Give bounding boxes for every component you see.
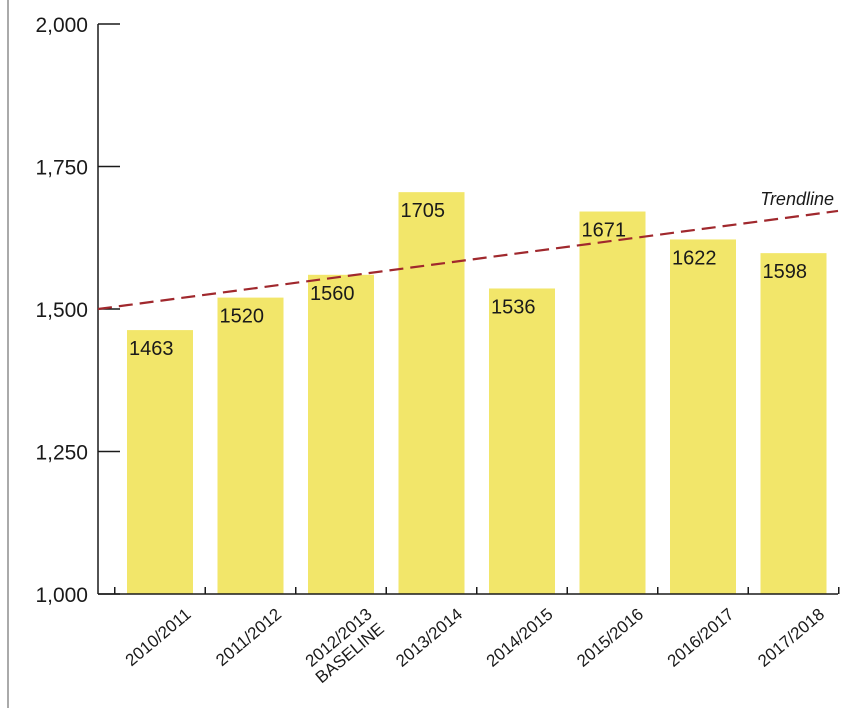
data-label: 1598 xyxy=(763,261,808,283)
x-tick-label-line: 2017/2018 xyxy=(754,605,828,671)
bar xyxy=(308,274,374,594)
data-label: 1705 xyxy=(401,200,446,222)
trendline-path xyxy=(97,209,839,311)
x-tick-label-line: 2010/2011 xyxy=(122,605,195,670)
x-tick-label-line: 2016/2017 xyxy=(664,605,738,671)
x-tick-label: 2014/2015 xyxy=(483,605,557,671)
data-label: 1536 xyxy=(491,296,536,318)
data-label: 1463 xyxy=(129,338,174,360)
bar xyxy=(670,239,736,594)
bar xyxy=(127,330,193,594)
trendline: Trendline xyxy=(97,189,839,311)
bar xyxy=(489,288,555,594)
data-labels: 1463 1520 1560 1705 1536 1671 1622 1598 xyxy=(129,200,807,360)
x-tick-label-line: 2013/2014 xyxy=(392,605,466,671)
y-tick-label: 1,000 xyxy=(35,584,88,607)
x-tick-label: 2013/2014 xyxy=(392,605,466,671)
x-tick-label: 2015/2016 xyxy=(573,605,647,671)
data-label: 1671 xyxy=(582,220,627,242)
x-tick-label: 2010/2011 xyxy=(122,605,195,670)
trendline-label: Trendline xyxy=(760,189,834,209)
y-tick-label: 1,750 xyxy=(35,157,88,180)
bar xyxy=(579,211,646,594)
y-tick-label: 2,000 xyxy=(35,14,88,37)
data-label: 1520 xyxy=(220,306,265,328)
x-tick-label: 2016/2017 xyxy=(664,605,738,671)
bar xyxy=(398,192,465,594)
data-label: 1622 xyxy=(672,247,717,269)
y-tick-label: 1,500 xyxy=(35,299,88,322)
x-tick-label-line: 2015/2016 xyxy=(573,605,647,671)
y-tick-label: 1,250 xyxy=(35,442,88,465)
x-tick-label-line: 2011/2012 xyxy=(212,605,285,670)
x-tick-label: 2017/2018 xyxy=(754,605,828,671)
x-tick-label: 2011/2012 xyxy=(212,605,285,670)
bar xyxy=(760,253,827,594)
y-axis: 1,000 1,250 1,500 1,750 2,000 xyxy=(35,14,120,607)
bars xyxy=(127,192,827,594)
data-label: 1560 xyxy=(310,283,355,305)
bar xyxy=(217,297,284,594)
x-tick-label-line: 2014/2015 xyxy=(483,605,557,671)
